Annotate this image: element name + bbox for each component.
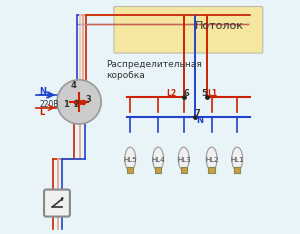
Text: HL3: HL3 — [177, 157, 190, 163]
Bar — [155, 168, 161, 173]
Text: HL4: HL4 — [152, 157, 165, 163]
Bar — [181, 168, 187, 173]
Text: HL5: HL5 — [124, 157, 137, 163]
Ellipse shape — [153, 147, 164, 171]
Text: L2: L2 — [166, 89, 176, 98]
Bar — [234, 168, 240, 173]
Bar — [127, 168, 134, 173]
FancyBboxPatch shape — [114, 7, 263, 53]
Ellipse shape — [178, 147, 189, 171]
Circle shape — [57, 80, 101, 124]
Text: 5: 5 — [202, 89, 208, 98]
Text: 3: 3 — [85, 95, 91, 104]
Text: HL2: HL2 — [205, 157, 218, 163]
Text: HL1: HL1 — [230, 157, 244, 163]
Text: 1: 1 — [63, 100, 69, 109]
Text: L1: L1 — [208, 89, 218, 98]
Text: N: N — [40, 87, 46, 96]
Ellipse shape — [232, 147, 243, 171]
Bar — [208, 168, 215, 173]
Text: 2: 2 — [74, 100, 80, 109]
Ellipse shape — [125, 147, 136, 171]
Text: 220B: 220B — [40, 100, 59, 109]
Text: 6: 6 — [183, 89, 189, 98]
Ellipse shape — [206, 147, 217, 171]
Text: 4: 4 — [70, 81, 76, 90]
FancyBboxPatch shape — [44, 190, 70, 216]
Text: L: L — [40, 108, 45, 117]
Text: 7: 7 — [195, 109, 201, 118]
Text: Потолок: Потолок — [195, 21, 244, 31]
Text: Распределительная
коробка: Распределительная коробка — [106, 60, 202, 80]
Text: N: N — [196, 116, 203, 125]
